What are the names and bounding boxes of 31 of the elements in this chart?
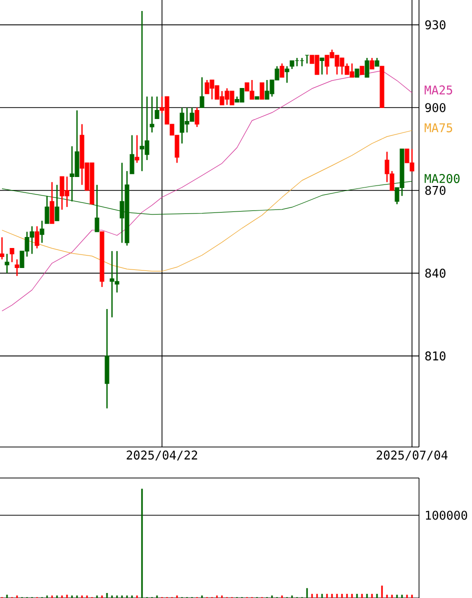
y-tick-label: 900 — [425, 103, 446, 112]
candlestick — [320, 57, 324, 76]
candlestick — [150, 96, 154, 134]
series-label: MA75 — [424, 123, 452, 132]
candlestick — [284, 66, 290, 84]
line-series — [2, 130, 412, 272]
candlestick — [370, 57, 374, 70]
candlestick — [4, 253, 10, 274]
y-tick-label: 810 — [425, 351, 446, 360]
y-tick-label: 870 — [425, 186, 446, 195]
candlestick — [0, 236, 4, 260]
candlestick — [194, 106, 200, 128]
candlestick — [200, 76, 204, 108]
candlestick — [14, 258, 20, 277]
candlestick — [50, 181, 54, 224]
candlestick — [280, 62, 284, 78]
candlestick — [364, 57, 370, 78]
candlestick — [130, 134, 134, 174]
x-tick-label: 2025/07/04 — [376, 450, 448, 461]
y-tick-label: 100000 — [426, 510, 468, 520]
x-tick-label: 2025/04/22 — [126, 450, 198, 461]
candlestick — [40, 220, 44, 244]
y-tick-label: 840 — [425, 268, 446, 278]
series-label: MA25 — [424, 85, 452, 95]
candlestick — [34, 226, 40, 249]
series-label: MA200 — [424, 174, 460, 184]
candlestick — [260, 82, 264, 100]
y-tick-label: 930 — [425, 20, 446, 30]
candlestick — [154, 96, 160, 120]
candlestick — [134, 134, 140, 164]
line-series — [2, 70, 412, 312]
